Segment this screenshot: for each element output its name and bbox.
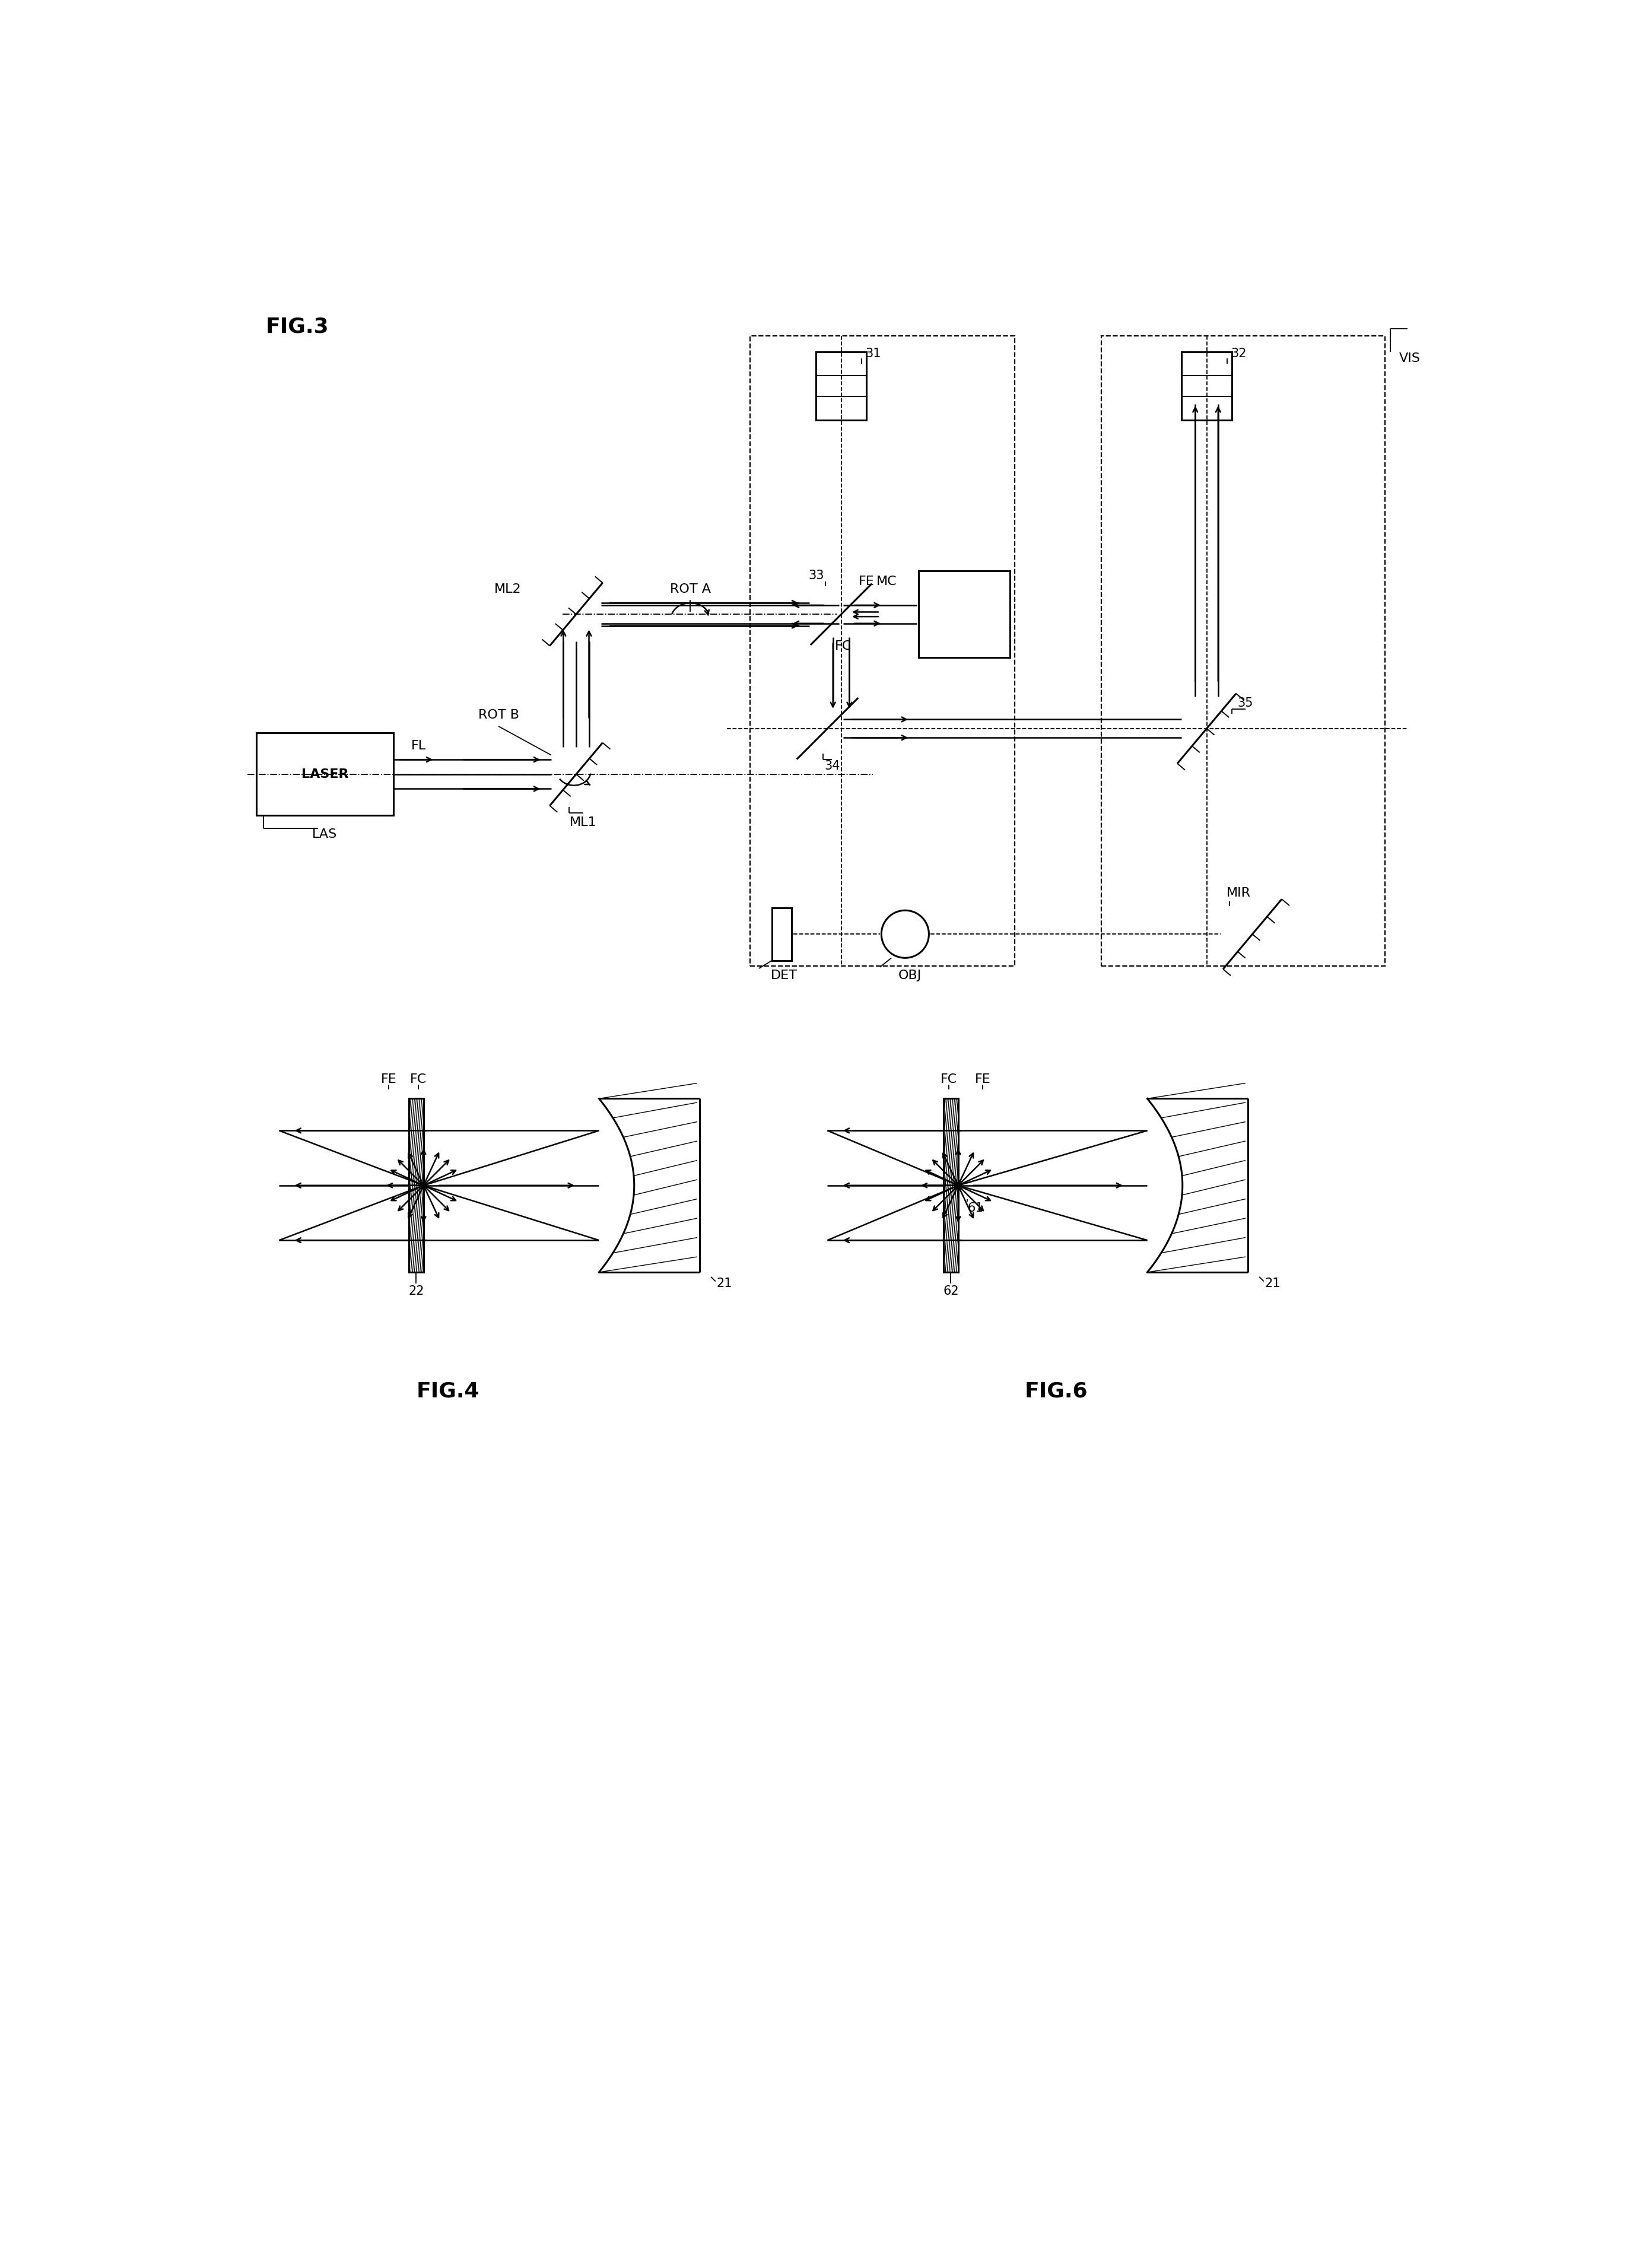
Text: 31: 31 [866, 347, 881, 359]
Text: LAS: LAS [312, 828, 337, 841]
Text: FE: FE [975, 1074, 991, 1085]
Text: FC: FC [410, 1074, 426, 1085]
Text: VIS: VIS [1399, 352, 1421, 365]
Text: FIG.4: FIG.4 [416, 1381, 479, 1401]
Text: 61: 61 [968, 1202, 983, 1214]
Bar [943, 1099, 958, 1272]
Text: MC: MC [877, 575, 897, 587]
Text: MIR: MIR [1226, 887, 1251, 898]
Text: FC: FC [834, 641, 852, 652]
Bar [771, 907, 791, 961]
Text: FL: FL [411, 740, 426, 751]
Text: FC: FC [940, 1074, 957, 1085]
Text: ML1: ML1 [570, 817, 596, 828]
Text: FE: FE [382, 1074, 396, 1085]
Text: 21: 21 [717, 1277, 732, 1290]
Bar [750, 336, 1014, 966]
Bar [919, 571, 1011, 659]
Text: ROT B: ROT B [477, 708, 519, 720]
Text: FE: FE [859, 575, 874, 587]
Text: FIG.3: FIG.3 [266, 316, 329, 336]
Text: 35: 35 [1237, 697, 1254, 708]
Bar [1181, 352, 1232, 420]
Text: LASER: LASER [301, 769, 349, 781]
Bar [410, 1099, 423, 1272]
Bar [1102, 336, 1384, 966]
Bar [816, 352, 866, 420]
Text: ROT A: ROT A [671, 584, 710, 596]
Text: 34: 34 [824, 760, 839, 772]
Text: 22: 22 [408, 1286, 425, 1297]
Text: DET: DET [771, 970, 798, 981]
Text: 33: 33 [808, 569, 824, 582]
Text: ML2: ML2 [494, 584, 520, 596]
Text: 62: 62 [943, 1286, 958, 1297]
Text: 32: 32 [1231, 347, 1247, 359]
Text: OBJ: OBJ [899, 970, 922, 981]
Text: FIG.6: FIG.6 [1024, 1381, 1087, 1401]
Text: 21: 21 [1265, 1277, 1280, 1290]
Bar [256, 733, 393, 814]
